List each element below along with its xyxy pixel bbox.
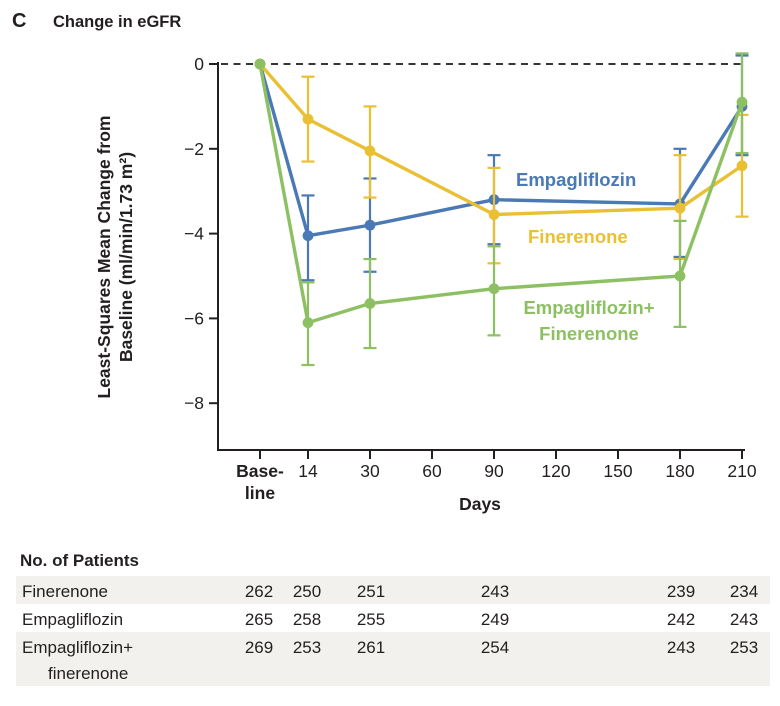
x-tick-label: 14 [298,461,318,481]
legend-label-finerenone: Finerenone [528,226,628,247]
legend-label-empagliflozin: Empagliflozin [516,169,637,190]
data-point-empagliflozin-finerenone [302,317,314,329]
patients-count: 262 [244,582,274,601]
patients-count: 251 [356,582,386,601]
patients-count: 261 [356,638,386,657]
x-tick-label: 120 [541,461,570,481]
series-line-empagliflozin [258,62,744,238]
series-line-empagliflozin-finerenone [258,62,744,325]
data-point-empagliflozin [302,230,314,242]
data-point-empagliflozin [364,219,376,231]
legend-label-empagliflozin-finerenone: Empagliflozin+ Finerenone [523,297,655,344]
y-tick-label: −6 [184,308,204,328]
patients-count: 269 [244,638,274,657]
patients-row-label: finerenone [48,664,129,683]
patients-count: 234 [729,582,759,601]
patients-count: 242 [666,610,696,629]
y-tick-label: 0 [194,54,204,74]
patients-row-finerenone: Finerenone 262 250 251 243 239 234 [16,576,770,604]
data-point-finerenone [674,202,686,214]
patients-count: 250 [292,582,322,601]
patients-count: 243 [666,638,696,657]
x-tick-label: Base- [236,461,284,481]
x-axis-label: Days [459,494,501,514]
series-line-finerenone [258,62,744,217]
x-tick-label: 60 [422,461,442,481]
x-tick-label: 90 [484,461,504,481]
egfr-line-chart: 0 −2 −4 −6 −8 Base-line 14 30 60 90 120 150 180 210 Da… [184,52,757,514]
x-tick-label: 30 [360,461,380,481]
data-point-empagliflozin-finerenone [736,96,748,108]
data-point-empagliflozin-finerenone [488,283,500,295]
patients-row-label: Empagliflozin+ [22,638,134,657]
patients-count: 255 [356,610,386,629]
chart-title: Change in eGFR [52,13,182,31]
patients-row-label: Empagliflozin [22,610,124,629]
patients-count: 254 [480,638,510,657]
data-point-finerenone [364,145,376,157]
patients-count: 258 [292,610,322,629]
panel-letter: C [12,10,27,32]
data-point-empagliflozin-finerenone [364,298,376,309]
y-tick-label: −8 [184,393,204,413]
panel-title: C Change in eGFR [12,10,181,33]
y-tick-label: −4 [184,224,204,244]
data-point-finerenone [302,113,314,125]
x-tick-label: 180 [665,461,694,481]
x-tick-label: line [245,483,275,503]
patients-row-label: Finerenone [22,582,109,601]
patients-count: 265 [244,610,274,629]
patients-row-empagliflozin: Empagliflozin 265 258 255 249 242 243 [16,604,770,632]
patients-count: 239 [666,582,696,601]
patients-count: 243 [729,610,759,629]
patients-count: 249 [480,610,510,629]
data-point-finerenone [736,160,748,172]
patients-table-header: No. of Patients [20,551,140,570]
y-tick-label: −2 [184,139,204,159]
patients-row-empagliflozin-finerenone: Empagliflozin+ finerenone 269 253 261 254 243 2… [16,632,770,686]
data-point-empagliflozin-finerenone [254,58,266,70]
patients-count: 253 [292,638,322,657]
x-tick-label: 210 [727,461,756,481]
data-point-finerenone [488,209,500,220]
patients-count: 243 [480,582,510,601]
patients-count: 253 [729,638,759,657]
data-point-empagliflozin-finerenone [674,270,686,282]
x-tick-label: 150 [603,461,632,481]
